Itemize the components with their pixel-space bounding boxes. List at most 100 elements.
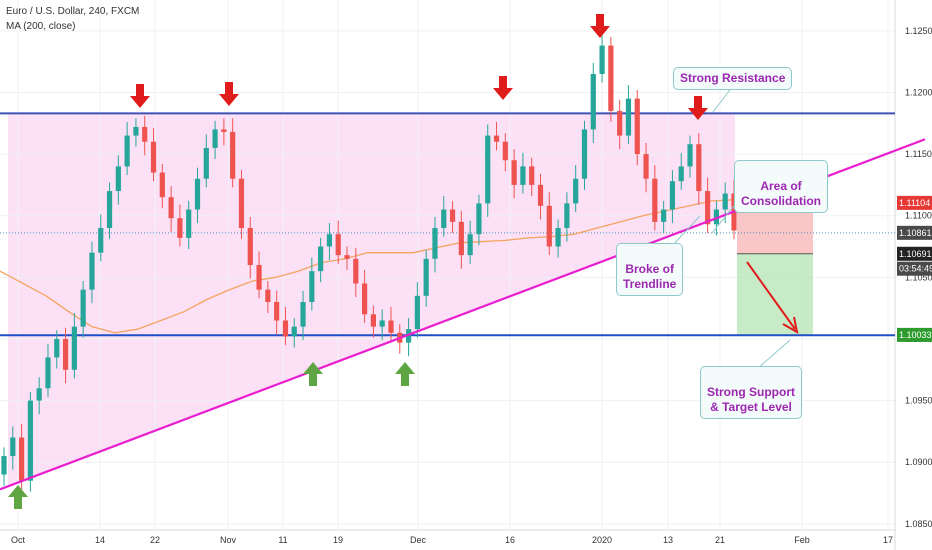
- candle-body: [274, 301, 280, 321]
- candle-body: [608, 45, 614, 111]
- candle-body: [124, 135, 130, 167]
- candle-body: [687, 144, 693, 167]
- candle-body: [546, 205, 552, 247]
- candle-body: [27, 400, 33, 481]
- price-label-box: [897, 195, 932, 210]
- x-tick-label: 16: [505, 535, 515, 545]
- x-tick-label: Dec: [410, 535, 427, 545]
- strong-support-text: Strong Support & Target Level: [707, 385, 795, 414]
- candle-body: [555, 228, 561, 247]
- symbol-title: Euro / U.S. Dollar, 240, FXCM: [6, 6, 140, 17]
- broke-trendline-callout: Broke of Trendline: [616, 243, 684, 296]
- candle-body: [713, 209, 720, 225]
- candle-body: [168, 197, 174, 219]
- candle-body: [238, 178, 245, 229]
- price-label-text: 1.10861: [899, 228, 932, 238]
- candle-body: [643, 154, 649, 179]
- down-arrow-icon: [590, 14, 610, 38]
- x-tick-label: 13: [663, 535, 673, 545]
- candle-body: [282, 320, 289, 337]
- candle-body: [476, 203, 482, 235]
- candle-body: [458, 221, 464, 256]
- candle-body: [432, 228, 438, 259]
- up-arrow-icon: [395, 362, 415, 386]
- x-tick-label: 21: [715, 535, 725, 545]
- candle-body: [212, 129, 218, 148]
- candle-body: [45, 357, 51, 389]
- x-tick-label: 14: [95, 535, 105, 545]
- candle-body: [203, 147, 209, 179]
- candle-body: [142, 126, 148, 142]
- candle-body: [379, 320, 385, 327]
- candle-body: [414, 295, 420, 330]
- price-label-text: 1.10691: [899, 249, 932, 259]
- y-tick-label: 1.12500: [905, 26, 932, 36]
- candle-body: [696, 144, 702, 192]
- candle-body: [291, 326, 297, 337]
- price-label-box: [897, 327, 932, 342]
- y-tick-label: 1.08500: [905, 519, 932, 529]
- candle-body: [133, 126, 139, 136]
- y-tick-label: 1.09500: [905, 396, 932, 406]
- candle-body: [370, 314, 376, 327]
- candle-body: [318, 246, 324, 272]
- candle-body: [529, 166, 535, 185]
- down-arrow-icon: [219, 82, 239, 106]
- candle-body: [89, 252, 95, 290]
- candle-body: [344, 255, 350, 259]
- candle-body: [1, 456, 7, 475]
- candle-body: [502, 141, 508, 161]
- price-label-text: 1.11104: [899, 198, 930, 208]
- y-tick-label: 1.10500: [905, 272, 932, 282]
- candle-body: [590, 73, 596, 130]
- support-connector: [757, 339, 791, 369]
- candle-body: [18, 437, 25, 481]
- candle-body: [722, 193, 728, 210]
- candle-body: [678, 166, 684, 182]
- candle-body: [335, 234, 341, 256]
- candle-body: [36, 388, 42, 401]
- candle-body: [467, 234, 473, 256]
- candle-body: [520, 166, 526, 185]
- candle-body: [54, 338, 60, 358]
- candle-body: [388, 320, 394, 333]
- x-tick-label: 2020: [592, 535, 612, 545]
- candle-body: [449, 209, 456, 222]
- candle-body: [194, 178, 201, 210]
- triangle-zone: [8, 113, 735, 487]
- candle-body: [230, 131, 236, 179]
- y-tick-label: 1.09000: [905, 457, 932, 467]
- x-tick-label: Nov: [220, 535, 237, 545]
- x-tick-label: 11: [278, 535, 287, 545]
- candle-body: [62, 338, 69, 370]
- candle-body: [247, 228, 253, 265]
- candle-body: [98, 228, 104, 253]
- strong-support-callout: Strong Support & Target Level: [700, 366, 802, 419]
- ma-200-line: [0, 199, 736, 334]
- candle-body: [511, 160, 517, 185]
- candle-body: [493, 135, 500, 142]
- candle-body: [256, 265, 262, 290]
- candle-body: [661, 209, 667, 222]
- y-tick-label: 1.12000: [905, 87, 932, 97]
- broke-trendline-text: Broke of Trendline: [623, 262, 677, 291]
- candle-body: [617, 110, 623, 136]
- down-arrow-icon: [688, 96, 708, 120]
- candle-body: [177, 218, 183, 238]
- candle-body: [669, 181, 676, 210]
- candle-body: [300, 301, 306, 327]
- candle-body: [362, 283, 368, 315]
- candle-body: [115, 166, 121, 192]
- candle-body: [705, 191, 711, 225]
- candle-body: [625, 98, 632, 136]
- price-label-box: [897, 246, 932, 261]
- candle-body: [599, 45, 605, 74]
- candle-body: [80, 289, 86, 327]
- candle-body: [423, 258, 429, 296]
- candle-body: [265, 289, 271, 302]
- indicator-label: MA (200, close): [6, 21, 76, 32]
- candle-body: [353, 258, 359, 284]
- price-label-box: [897, 261, 932, 276]
- x-tick-label: 17: [883, 535, 893, 545]
